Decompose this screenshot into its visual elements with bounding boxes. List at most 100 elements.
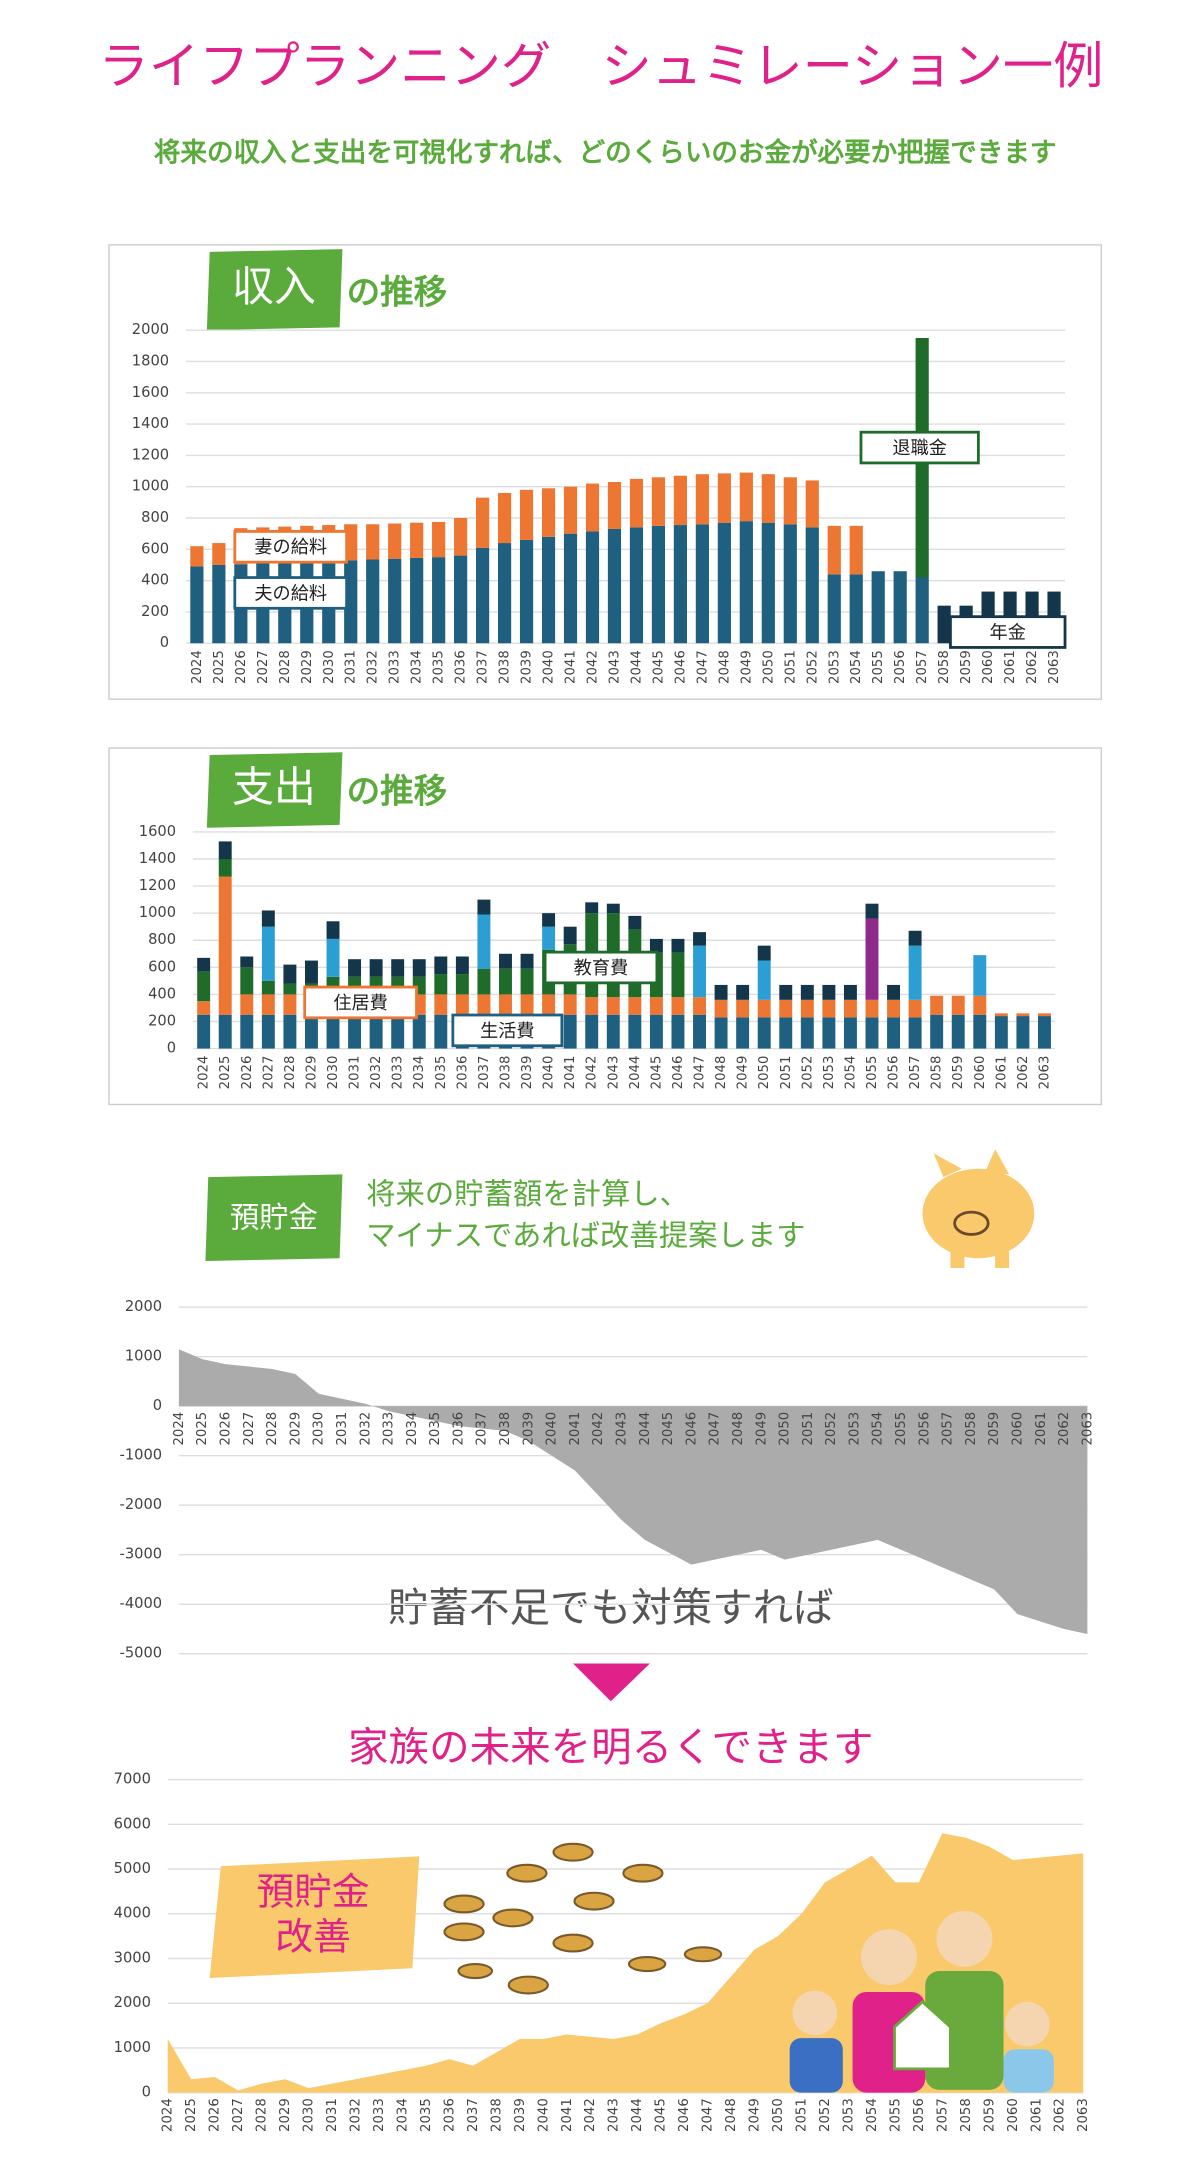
bar bbox=[736, 1017, 750, 1049]
bar bbox=[629, 527, 644, 644]
x-tick-label: 2048 bbox=[731, 1412, 746, 1446]
x-tick-label: 2038 bbox=[498, 1412, 513, 1446]
bar bbox=[871, 571, 885, 644]
x-tick-label: 2039 bbox=[513, 2098, 528, 2132]
bar bbox=[671, 1014, 685, 1049]
x-tick-label: 2034 bbox=[405, 1412, 420, 1446]
bar bbox=[563, 486, 578, 534]
bar bbox=[717, 522, 731, 644]
legend-label: 退職金 bbox=[892, 438, 946, 459]
x-tick-label: 2059 bbox=[951, 1056, 966, 1090]
x-tick-label: 2053 bbox=[827, 650, 842, 684]
x-tick-label: 2045 bbox=[661, 1412, 676, 1446]
bar bbox=[499, 994, 512, 1015]
bar bbox=[410, 522, 424, 558]
bar bbox=[455, 974, 469, 995]
y-tick-label: 0 bbox=[160, 634, 169, 651]
bar bbox=[391, 959, 405, 977]
x-tick-label: 2050 bbox=[771, 2098, 786, 2132]
y-tick-label: 600 bbox=[148, 958, 176, 975]
bar bbox=[283, 983, 297, 995]
x-tick-label: 2057 bbox=[915, 650, 930, 684]
y-tick-label: 2000 bbox=[125, 1298, 162, 1315]
x-tick-label: 2040 bbox=[536, 2098, 551, 2132]
bar bbox=[671, 938, 685, 953]
bar bbox=[822, 984, 836, 1000]
tag: 改善 bbox=[275, 1914, 350, 1958]
x-tick-label: 2063 bbox=[1080, 1412, 1095, 1446]
bar bbox=[520, 994, 534, 1015]
x-tick-label: 2039 bbox=[521, 1412, 536, 1446]
x-tick-label: 2033 bbox=[391, 1056, 406, 1090]
legend-box bbox=[451, 1013, 564, 1048]
bar bbox=[326, 921, 340, 939]
x-tick-label: 2063 bbox=[1076, 2098, 1091, 2132]
bar bbox=[240, 967, 254, 995]
x-tick-label: 2029 bbox=[288, 1412, 303, 1446]
bar bbox=[212, 543, 226, 565]
x-tick-label: 2030 bbox=[326, 1056, 341, 1090]
x-tick-label: 2027 bbox=[256, 650, 271, 684]
tag-box bbox=[205, 1174, 343, 1262]
x-tick-label: 2061 bbox=[994, 1056, 1009, 1090]
x-tick-label: 2046 bbox=[677, 2098, 692, 2132]
bar bbox=[779, 984, 793, 1000]
bar bbox=[805, 480, 819, 528]
bar bbox=[476, 547, 490, 644]
x-tick-label: 2058 bbox=[964, 1412, 979, 1446]
x-tick-label: 2029 bbox=[278, 2098, 293, 2132]
bar bbox=[1016, 1016, 1030, 1049]
x-tick-label: 2054 bbox=[849, 650, 864, 684]
x-tick-label: 2050 bbox=[761, 650, 776, 684]
x-tick-label: 2054 bbox=[843, 1056, 858, 1090]
y-tick-label: 800 bbox=[141, 509, 169, 526]
x-tick-label: 2052 bbox=[800, 1056, 815, 1090]
x-tick-label: 2029 bbox=[304, 1056, 319, 1090]
x-tick-label: 2031 bbox=[335, 1412, 350, 1446]
bar bbox=[607, 482, 622, 529]
bar bbox=[261, 980, 275, 995]
x-tick-label: 2050 bbox=[757, 1056, 772, 1090]
legend-label: 妻の給料 bbox=[254, 537, 327, 558]
x-tick-label: 2058 bbox=[937, 650, 952, 684]
x-tick-label: 2043 bbox=[614, 1412, 629, 1446]
bar bbox=[585, 483, 600, 532]
bar bbox=[476, 497, 490, 548]
bar bbox=[994, 1016, 1008, 1049]
tag: 支出 bbox=[232, 762, 316, 811]
bar bbox=[455, 994, 469, 1015]
bar bbox=[714, 984, 728, 1000]
x-tick-label: 2044 bbox=[630, 2098, 645, 2132]
bar bbox=[283, 964, 297, 984]
y-tick-label: 0 bbox=[153, 1397, 162, 1414]
x-tick-label: 2034 bbox=[412, 1056, 427, 1090]
bar bbox=[218, 859, 232, 877]
y-tick-label: -3000 bbox=[120, 1546, 163, 1563]
bar bbox=[304, 1014, 318, 1049]
x-tick-label: 2044 bbox=[628, 1056, 643, 1090]
x-tick-label: 2046 bbox=[673, 650, 688, 684]
y-tick-label: 2000 bbox=[132, 321, 169, 338]
x-tick-label: 2037 bbox=[476, 650, 491, 684]
bar bbox=[283, 994, 297, 1015]
x-tick-label: 2058 bbox=[930, 1056, 945, 1090]
x-tick-label: 2040 bbox=[545, 1412, 560, 1446]
y-tick-label: 1200 bbox=[132, 446, 169, 463]
bar bbox=[887, 984, 901, 1000]
x-tick-label: 2035 bbox=[432, 650, 447, 684]
bar bbox=[410, 557, 424, 644]
bar bbox=[849, 574, 863, 644]
bar bbox=[800, 984, 814, 1000]
message: 家族の未来を明るくできます bbox=[348, 1723, 874, 1771]
y-tick-label: 600 bbox=[141, 540, 169, 557]
y-tick-label: 0 bbox=[142, 2084, 151, 2101]
bar bbox=[454, 518, 468, 556]
title: ライフプランニング シュミレーション一例 bbox=[99, 37, 1104, 96]
x-tick-label: 2039 bbox=[520, 650, 535, 684]
y-tick-label: 5000 bbox=[114, 1860, 151, 1877]
bar bbox=[412, 1014, 426, 1049]
x-tick-label: 2031 bbox=[344, 650, 359, 684]
bar bbox=[434, 974, 448, 995]
bar bbox=[499, 953, 512, 969]
bar bbox=[779, 1017, 793, 1049]
